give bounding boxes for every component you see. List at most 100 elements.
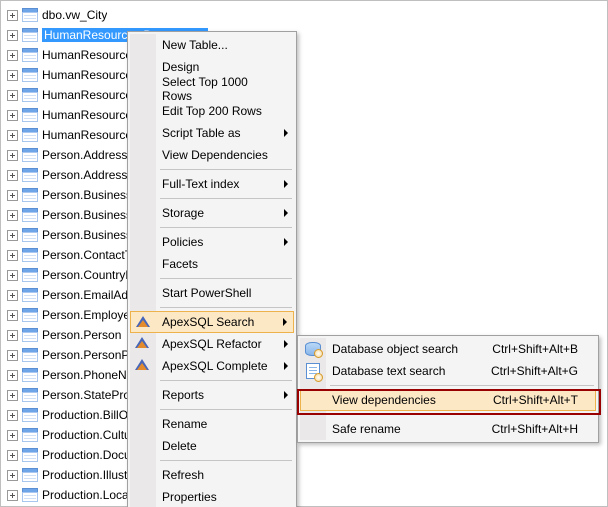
menu-separator: [160, 380, 292, 381]
expand-icon[interactable]: [7, 30, 18, 41]
menu-item-label: View Dependencies: [162, 148, 268, 162]
expand-icon[interactable]: [7, 110, 18, 121]
expand-icon[interactable]: [7, 350, 18, 361]
expand-icon[interactable]: [7, 430, 18, 441]
menu-separator: [160, 169, 292, 170]
menu-item[interactable]: Edit Top 200 Rows: [130, 100, 294, 122]
table-icon: [22, 88, 38, 102]
menu-item[interactable]: Properties: [130, 486, 294, 507]
menu-item[interactable]: New Table...: [130, 34, 294, 56]
table-icon: [22, 248, 38, 262]
expand-icon[interactable]: [7, 230, 18, 241]
table-icon: [22, 148, 38, 162]
menu-item-label: Properties: [162, 490, 217, 504]
expand-icon[interactable]: [7, 310, 18, 321]
table-icon: [22, 128, 38, 142]
expand-icon[interactable]: [7, 330, 18, 341]
menu-item-label: Storage: [162, 206, 204, 220]
menu-item-label: Edit Top 200 Rows: [162, 104, 262, 118]
table-icon: [22, 208, 38, 222]
submenu-item-shortcut: Ctrl+Shift+Alt+G: [467, 364, 578, 378]
menu-separator: [160, 409, 292, 410]
menu-item-label: Policies: [162, 235, 203, 249]
table-icon: [22, 288, 38, 302]
expand-icon[interactable]: [7, 490, 18, 501]
submenu-item-label: Database text search: [332, 364, 445, 378]
submenu-item[interactable]: View dependencies Ctrl+Shift+Alt+T: [300, 389, 596, 411]
menu-item-label: Refresh: [162, 468, 204, 482]
menu-item[interactable]: ApexSQL Refactor: [130, 333, 294, 355]
table-icon: [22, 48, 38, 62]
expand-icon[interactable]: [7, 70, 18, 81]
apexsql-icon: [135, 337, 149, 348]
table-icon: [22, 448, 38, 462]
menu-item[interactable]: Script Table as: [130, 122, 294, 144]
expand-icon[interactable]: [7, 410, 18, 421]
menu-item-label: Facets: [162, 257, 198, 271]
table-icon: [22, 168, 38, 182]
expand-icon[interactable]: [7, 250, 18, 261]
apexsql-icon: [136, 316, 150, 327]
menu-item[interactable]: Delete: [130, 435, 294, 457]
expand-icon[interactable]: [7, 90, 18, 101]
menu-item[interactable]: ApexSQL Search: [130, 311, 294, 333]
submenu-arrow-icon: [284, 180, 288, 188]
submenu-arrow-icon: [284, 129, 288, 137]
table-icon: [22, 8, 38, 22]
table-icon: [22, 308, 38, 322]
text-search-icon: [306, 363, 320, 379]
expand-icon[interactable]: [7, 190, 18, 201]
expand-icon[interactable]: [7, 150, 18, 161]
expand-icon[interactable]: [7, 10, 18, 21]
expand-icon[interactable]: [7, 130, 18, 141]
tree-item[interactable]: dbo.vw_City: [5, 5, 235, 25]
menu-item-label: New Table...: [162, 38, 228, 52]
menu-separator: [160, 198, 292, 199]
expand-icon[interactable]: [7, 170, 18, 181]
menu-item[interactable]: Facets: [130, 253, 294, 275]
menu-item-label: ApexSQL Search: [162, 315, 254, 329]
menu-separator: [160, 307, 292, 308]
expand-icon[interactable]: [7, 290, 18, 301]
table-icon: [22, 388, 38, 402]
menu-item[interactable]: Refresh: [130, 464, 294, 486]
tree-item-label: dbo.vw_City: [42, 8, 107, 22]
table-icon: [22, 108, 38, 122]
table-icon: [22, 328, 38, 342]
menu-item[interactable]: Reports: [130, 384, 294, 406]
submenu-item-label: View dependencies: [332, 393, 436, 407]
table-icon: [22, 188, 38, 202]
expand-icon[interactable]: [7, 390, 18, 401]
menu-item[interactable]: Policies: [130, 231, 294, 253]
submenu-item-label: Database object search: [332, 342, 458, 356]
menu-item[interactable]: ApexSQL Complete: [130, 355, 294, 377]
menu-item[interactable]: Storage: [130, 202, 294, 224]
expand-icon[interactable]: [7, 370, 18, 381]
submenu-arrow-icon: [284, 209, 288, 217]
submenu-arrow-icon: [284, 362, 288, 370]
menu-item[interactable]: Start PowerShell: [130, 282, 294, 304]
submenu-item[interactable]: Database object searchCtrl+Shift+Alt+B: [300, 338, 596, 360]
table-icon: [22, 268, 38, 282]
expand-icon[interactable]: [7, 270, 18, 281]
database-search-icon: [305, 342, 321, 356]
expand-icon[interactable]: [7, 50, 18, 61]
submenu-item[interactable]: Safe renameCtrl+Shift+Alt+H: [300, 418, 596, 440]
menu-item[interactable]: Full-Text index: [130, 173, 294, 195]
submenu-item[interactable]: Database text search Ctrl+Shift+Alt+G: [300, 360, 596, 382]
expand-icon[interactable]: [7, 450, 18, 461]
menu-item-label: ApexSQL Complete: [162, 359, 268, 373]
table-icon: [22, 368, 38, 382]
expand-icon[interactable]: [7, 210, 18, 221]
menu-separator: [160, 278, 292, 279]
menu-item[interactable]: View Dependencies: [130, 144, 294, 166]
menu-item[interactable]: Select Top 1000 Rows: [130, 78, 294, 100]
menu-item-label: Start PowerShell: [162, 286, 251, 300]
expand-icon[interactable]: [7, 470, 18, 481]
menu-item-label: Full-Text index: [162, 177, 239, 191]
submenu-arrow-icon: [284, 238, 288, 246]
table-icon: [22, 428, 38, 442]
table-icon: [22, 488, 38, 502]
submenu-item-shortcut: Ctrl+Shift+Alt+T: [469, 393, 578, 407]
menu-item[interactable]: Rename: [130, 413, 294, 435]
